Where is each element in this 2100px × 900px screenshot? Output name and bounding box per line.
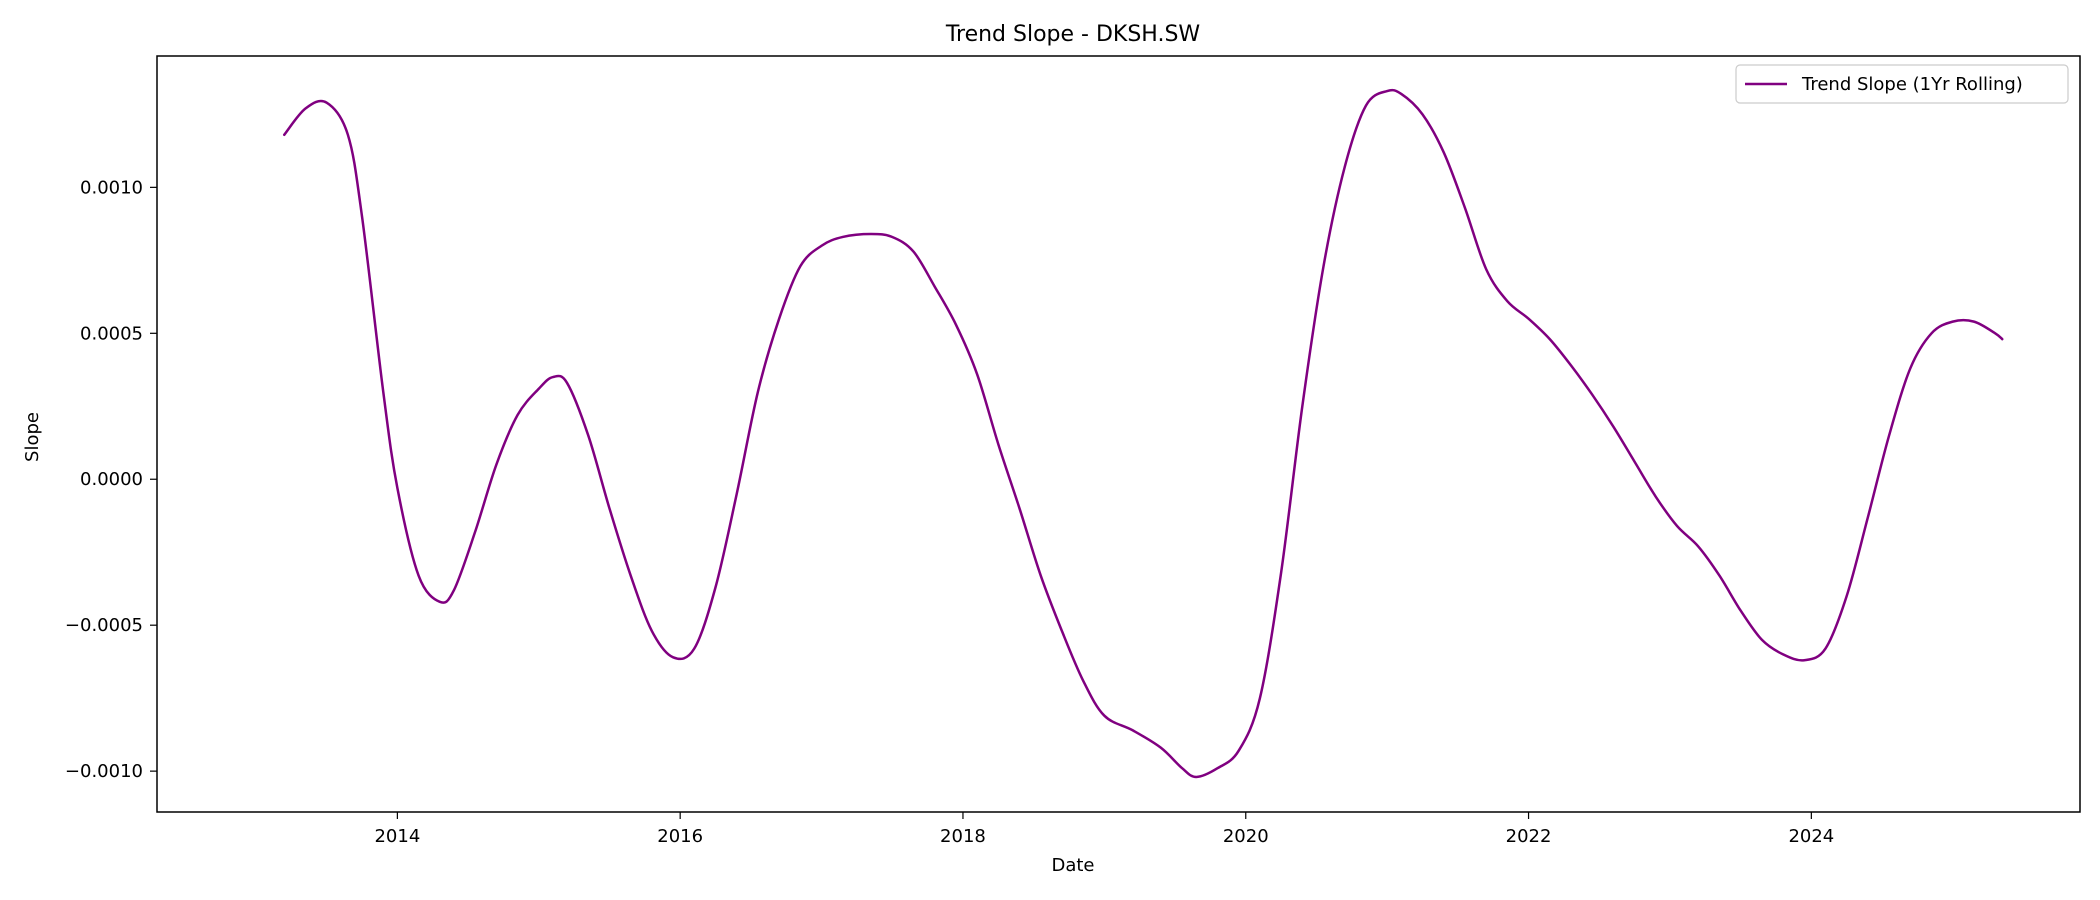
y-tick-label: 0.0000 xyxy=(80,469,143,490)
series-lines xyxy=(283,88,2004,779)
x-tick-label: 2020 xyxy=(1223,826,1269,847)
chart-title: Trend Slope - DKSH.SW xyxy=(945,22,1201,47)
x-tick-label: 2016 xyxy=(657,826,703,847)
x-axis-label: Date xyxy=(1051,855,1094,876)
x-tick-label: 2024 xyxy=(1788,826,1834,847)
y-axis-label: Slope xyxy=(22,412,43,462)
legend: Trend Slope (1Yr Rolling) xyxy=(1735,64,2069,104)
y-tick-label: 0.0005 xyxy=(80,323,143,344)
x-tick-label: 2022 xyxy=(1506,826,1552,847)
x-tick-label: 2018 xyxy=(940,826,986,847)
x-tick-label: 2014 xyxy=(374,826,420,847)
y-tick-label: −0.0005 xyxy=(65,615,143,636)
series-line xyxy=(283,88,2004,779)
y-tick-label: −0.0010 xyxy=(65,761,143,782)
legend-box xyxy=(1735,64,2069,104)
legend-label: Trend Slope (1Yr Rolling) xyxy=(1801,74,2023,95)
y-tick-label: 0.0010 xyxy=(80,177,143,198)
plot-frame xyxy=(156,55,2081,813)
axes: 2014 2016 2018 2020 2022 2024 −0.0010 −0.0005 0.… xyxy=(65,177,1834,847)
